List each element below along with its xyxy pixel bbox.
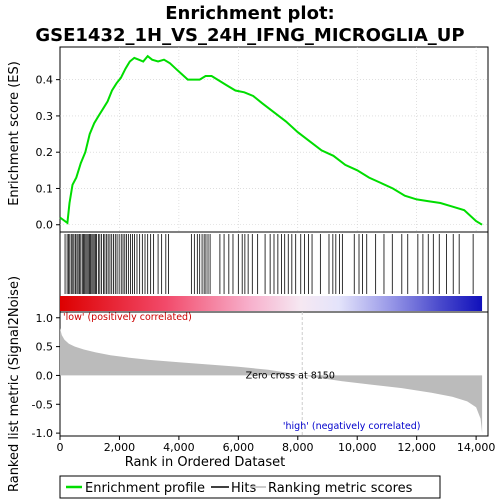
legend-label-enrichment: Enrichment profile — [85, 481, 205, 496]
es-y-tick-label: 0.0 — [36, 219, 54, 232]
metric-y-tick-label: 0.0 — [36, 369, 54, 382]
ranking-metric-area — [60, 328, 483, 434]
hit-marks — [64, 234, 474, 294]
high-correlation-label: 'high' (negatively correlated) — [283, 421, 421, 432]
x-tick-label: 6,000 — [223, 441, 255, 454]
zero-cross-label: Zero cross at 8150 — [246, 370, 335, 381]
x-tick-label: 4,000 — [163, 441, 195, 454]
metric-y-tick-label: -1.0 — [32, 427, 53, 440]
es-y-tick-label: 0.1 — [36, 182, 54, 195]
chart-title-line1: Enrichment plot: — [165, 3, 335, 24]
legend-label-metric: Ranking metric scores — [268, 481, 413, 496]
chart-title-line2: GSE1432_1H_VS_24H_IFNG_MICROGLIA_UP — [35, 25, 464, 46]
x-axis-ticks: 0 2,000 4,000 6,000 8,000 10,000 12,000 14,000 — [57, 436, 496, 454]
x-tick-label: 12,000 — [397, 441, 436, 454]
x-tick-label: 10,000 — [338, 441, 377, 454]
es-grid — [60, 47, 488, 232]
metric-y-axis-label: Ranked list metric (Signal2Noise) — [7, 276, 22, 492]
x-tick-label: 14,000 — [457, 441, 496, 454]
rank-color-bar — [60, 296, 483, 311]
x-tick-label: 0 — [57, 441, 64, 454]
metric-y-tick-label: 1.0 — [36, 312, 54, 325]
metric-y-ticks: 1.0 0.5 0.0 -0.5 -1.0 — [32, 312, 60, 440]
es-y-tick-label: 0.4 — [36, 74, 54, 87]
enrichment-profile-line — [59, 54, 483, 226]
es-y-axis-label: Enrichment score (ES) — [7, 61, 22, 206]
x-tick-label: 2,000 — [104, 441, 136, 454]
es-y-tick-label: 0.2 — [36, 146, 54, 159]
es-y-ticks: 0.0 0.1 0.2 0.3 0.4 — [36, 74, 60, 232]
es-panel — [59, 46, 489, 233]
metric-y-tick-label: -0.5 — [32, 398, 53, 411]
es-y-tick-label: 0.3 — [36, 110, 54, 123]
x-tick-label: 8,000 — [282, 441, 314, 454]
low-correlation-label: 'low' (positively correlated) — [63, 312, 192, 323]
x-axis-label: Rank in Ordered Dataset — [125, 455, 286, 470]
legend-label-hits: Hits — [231, 481, 256, 496]
metric-y-tick-label: 0.5 — [36, 341, 54, 354]
